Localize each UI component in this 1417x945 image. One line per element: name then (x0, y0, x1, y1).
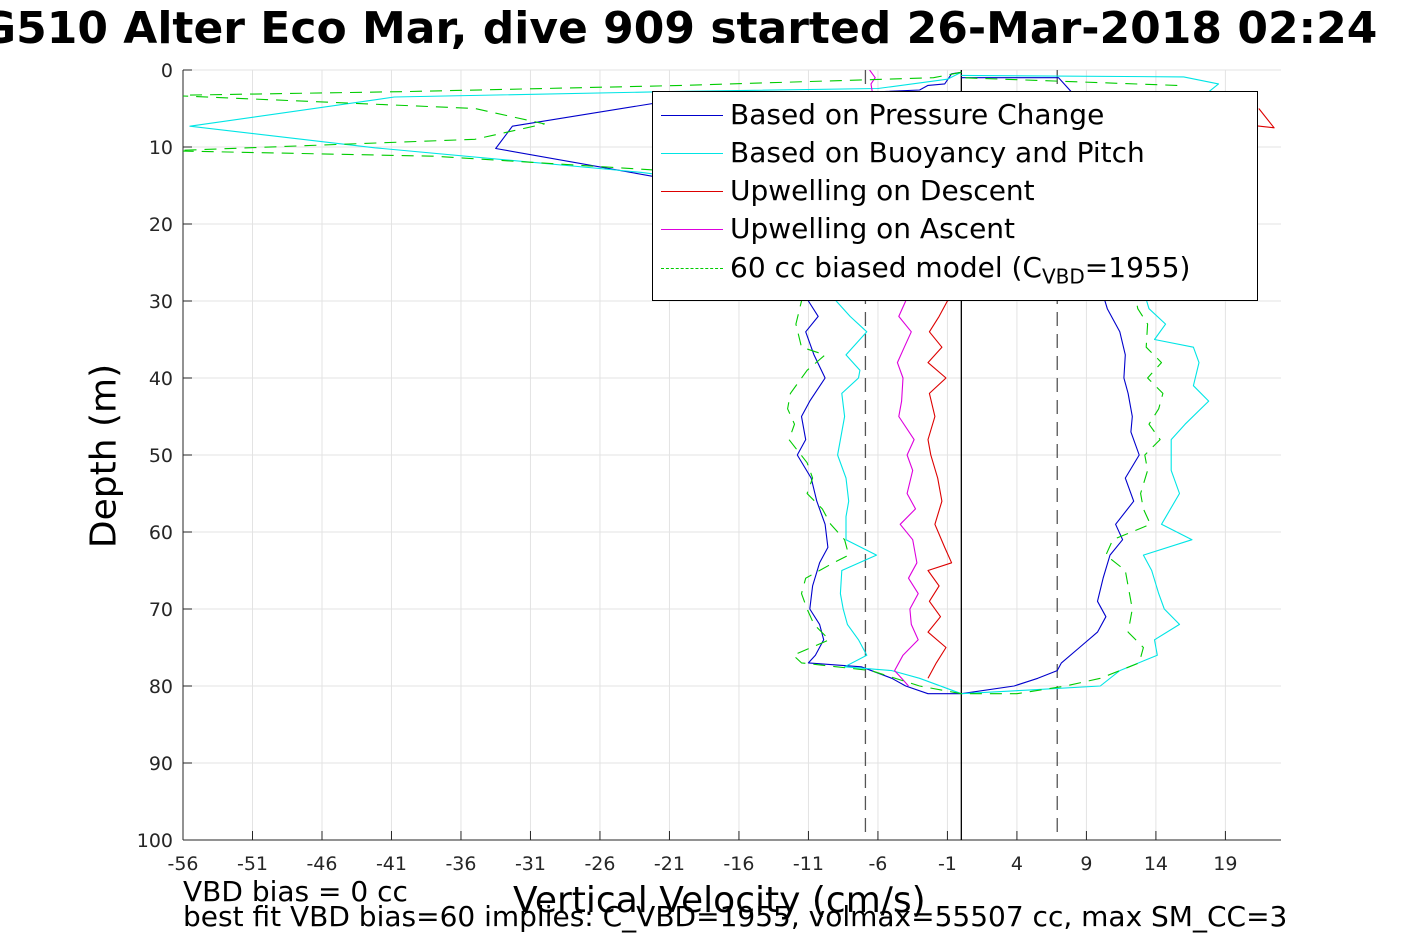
x-tick-label: -1 (938, 853, 957, 875)
x-tick-label: 14 (1144, 853, 1168, 875)
x-tick-label: 19 (1213, 853, 1237, 875)
series-line (189, 71, 1220, 695)
legend-label: 60 cc biased model (CVBD=1955) (730, 251, 1191, 289)
x-tick-label: -6 (868, 853, 887, 875)
legend-swatch (661, 229, 723, 230)
y-tick-label: 60 (149, 522, 173, 544)
legend-entry-buoyancy-pitch: Based on Buoyancy and Pitch (653, 134, 1257, 172)
y-tick-label: 80 (149, 676, 173, 698)
x-tick-label: -51 (237, 853, 268, 875)
y-tick-label: 10 (149, 137, 173, 159)
legend-label: Based on Pressure Change (730, 98, 1105, 131)
legend-swatch (661, 115, 723, 116)
x-tick-label: -26 (584, 853, 615, 875)
legend-label: Upwelling on Descent (730, 174, 1035, 207)
x-tick-label: -31 (515, 853, 546, 875)
y-tick-label: 30 (149, 291, 173, 313)
x-tick-label: -56 (167, 853, 198, 875)
y-tick-label: 90 (149, 753, 173, 775)
x-tick-label: -46 (306, 853, 337, 875)
y-tick-label: 0 (161, 60, 173, 82)
vbd-bias-note: VBD bias = 0 cc (183, 875, 408, 908)
y-tick-label: 20 (149, 214, 173, 236)
y-tick-label: 100 (137, 830, 173, 852)
legend-label: Based on Buoyancy and Pitch (730, 136, 1145, 169)
legend-entry-biased-model: 60 cc biased model (CVBD=1955) (653, 249, 1257, 289)
y-axis-label: Depth (m) (83, 363, 125, 549)
x-axis-label: Vertical Velocity (cm/s) (513, 880, 926, 921)
x-tick-label: -36 (445, 853, 476, 875)
x-tick-label: 9 (1080, 853, 1092, 875)
legend-entry-upwelling-descent: Upwelling on Descent (653, 172, 1257, 210)
x-tick-label: -41 (376, 853, 407, 875)
x-tick-label: -16 (723, 853, 754, 875)
legend-entry-upwelling-ascent: Upwelling on Ascent (653, 210, 1257, 248)
legend-swatch (661, 153, 723, 154)
y-tick-label: 50 (149, 445, 173, 467)
legend-label: Upwelling on Ascent (730, 212, 1016, 245)
legend-swatch (661, 191, 723, 192)
x-tick-label: -21 (654, 853, 685, 875)
series-line (869, 70, 919, 687)
best-fit-note: best fit VBD bias=60 implies: C_VBD=1955… (183, 900, 1288, 933)
y-tick-label: 40 (149, 368, 173, 390)
series-line (927, 108, 1275, 679)
y-tick-label: 70 (149, 599, 173, 621)
x-tick-label: 4 (1011, 853, 1023, 875)
legend-swatch (661, 268, 723, 269)
chart-title: G510 Alter Eco Mar, dive 909 started 26-… (0, 3, 1378, 54)
legend-entry-pressure-change: Based on Pressure Change (653, 96, 1257, 134)
x-tick-label: -11 (793, 853, 824, 875)
legend: Based on Pressure Change Based on Buoyan… (652, 91, 1258, 301)
